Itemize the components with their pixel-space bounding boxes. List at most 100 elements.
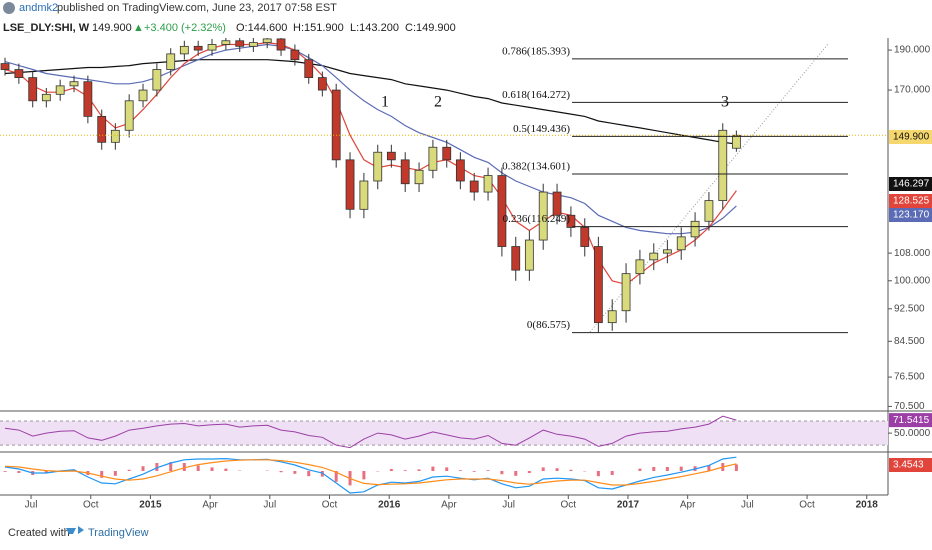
candle-body — [607, 310, 617, 324]
moving-average — [4, 41, 737, 286]
candle-body — [124, 100, 134, 131]
wave-label: 2 — [434, 94, 442, 111]
macd-histogram — [320, 471, 324, 477]
candle-body — [345, 159, 355, 210]
candle-body — [317, 77, 327, 91]
candle-body — [662, 249, 672, 254]
fib-label: 0.5(149.436) — [513, 123, 570, 135]
price-badge-label: 149.900 — [893, 132, 930, 143]
macd-histogram — [596, 471, 600, 477]
candle-body — [0, 63, 10, 70]
price-badge — [889, 130, 932, 144]
rsi-band — [0, 421, 888, 446]
x-tick-label: Oct — [322, 500, 338, 511]
macd-histogram — [527, 471, 531, 473]
candle-body — [41, 93, 51, 102]
macd-histogram — [44, 471, 48, 474]
macd-histogram — [707, 465, 711, 471]
macd-histogram — [182, 463, 186, 471]
macd-histogram — [127, 469, 131, 471]
price-badge-label: 123.170 — [893, 210, 930, 221]
macd-histogram — [734, 464, 738, 471]
price-badge — [889, 208, 932, 222]
candle-body — [359, 180, 369, 210]
candle-body — [97, 115, 107, 143]
candle-body — [55, 85, 65, 95]
candle-body — [14, 69, 24, 78]
x-tick-label: Jul — [502, 500, 515, 511]
fib-label: 0.236(116.249) — [503, 213, 571, 225]
y-tick-label: 100.000 — [894, 275, 931, 286]
macd-histogram — [196, 465, 200, 471]
avatar — [3, 2, 15, 14]
x-tick-label: Apr — [441, 500, 457, 511]
macd-histogram — [362, 471, 366, 480]
footer-created: Created with — [8, 527, 70, 539]
candle-body — [207, 44, 217, 51]
y-tick-label: 108.000 — [894, 248, 931, 259]
footer-brand[interactable]: TradingView — [88, 527, 149, 539]
macd-histogram — [514, 471, 518, 476]
candle-body — [428, 146, 438, 171]
x-tick-label: Oct — [83, 500, 99, 511]
fib-label: 0(86.575) — [527, 319, 570, 331]
y-tick-label: 92.500 — [894, 303, 925, 314]
rsi-badge — [889, 413, 932, 428]
candle-body — [235, 40, 245, 47]
candle-body — [386, 151, 396, 161]
macd-badge — [889, 458, 932, 472]
candle-body — [483, 175, 493, 193]
macd-histogram — [500, 471, 504, 475]
candle-body — [304, 59, 314, 78]
ohlc-open: O:144.600 — [236, 22, 287, 34]
macd-histogram — [569, 469, 573, 471]
macd-histogram — [610, 471, 614, 475]
y-tick-label: 76.500 — [894, 372, 925, 383]
macd-histogram — [638, 468, 642, 471]
y-tick-label: 190.000 — [894, 45, 931, 56]
candle-body — [110, 129, 120, 143]
macd-histogram — [486, 470, 490, 471]
macd-histogram — [279, 471, 283, 473]
candle-body — [138, 89, 148, 102]
price-pane — [0, 38, 741, 333]
macd-histogram — [307, 471, 311, 477]
macd-histogram — [17, 471, 21, 473]
symbol: LSE_DLY:SHI, W — [3, 22, 90, 34]
candle-body — [373, 151, 383, 182]
macd-histogram — [3, 471, 7, 472]
price-badge — [889, 177, 932, 191]
candle-body — [248, 42, 258, 47]
x-tick-label: 2017 — [617, 500, 640, 511]
y-tick-label: 170.000 — [894, 85, 931, 96]
candle-body — [69, 81, 79, 87]
user-name[interactable]: andmk2 — [19, 2, 58, 14]
macd-badge-label: 3.4543 — [893, 460, 924, 471]
x-tick-label: Jul — [263, 500, 276, 511]
candle-body — [221, 40, 231, 45]
macd-histogram — [334, 471, 338, 482]
macd-histogram — [431, 466, 435, 471]
candle-body — [593, 246, 603, 324]
candle-body — [676, 236, 686, 251]
fib-label: 0.618(164.272) — [502, 89, 570, 101]
x-tick-label: Jul — [25, 500, 38, 511]
candle-body — [331, 89, 341, 161]
macd-histogram — [541, 467, 545, 471]
fib-label: 0.786(185.393) — [502, 45, 570, 57]
candle-body — [552, 191, 562, 216]
candle-body — [152, 69, 162, 91]
candle-body — [538, 191, 548, 241]
candle-body — [400, 159, 410, 185]
macd-histogram — [100, 471, 104, 478]
y-tick-label: 84.500 — [894, 336, 925, 347]
candle-body — [276, 38, 286, 51]
x-tick-label: 2015 — [139, 500, 162, 511]
candle-body — [649, 252, 659, 261]
candle-body — [511, 246, 521, 271]
candle-body — [290, 49, 300, 61]
candle-body — [731, 134, 741, 149]
macd-histogram — [665, 467, 669, 471]
candle-body — [690, 220, 700, 238]
candle-body — [704, 200, 714, 222]
